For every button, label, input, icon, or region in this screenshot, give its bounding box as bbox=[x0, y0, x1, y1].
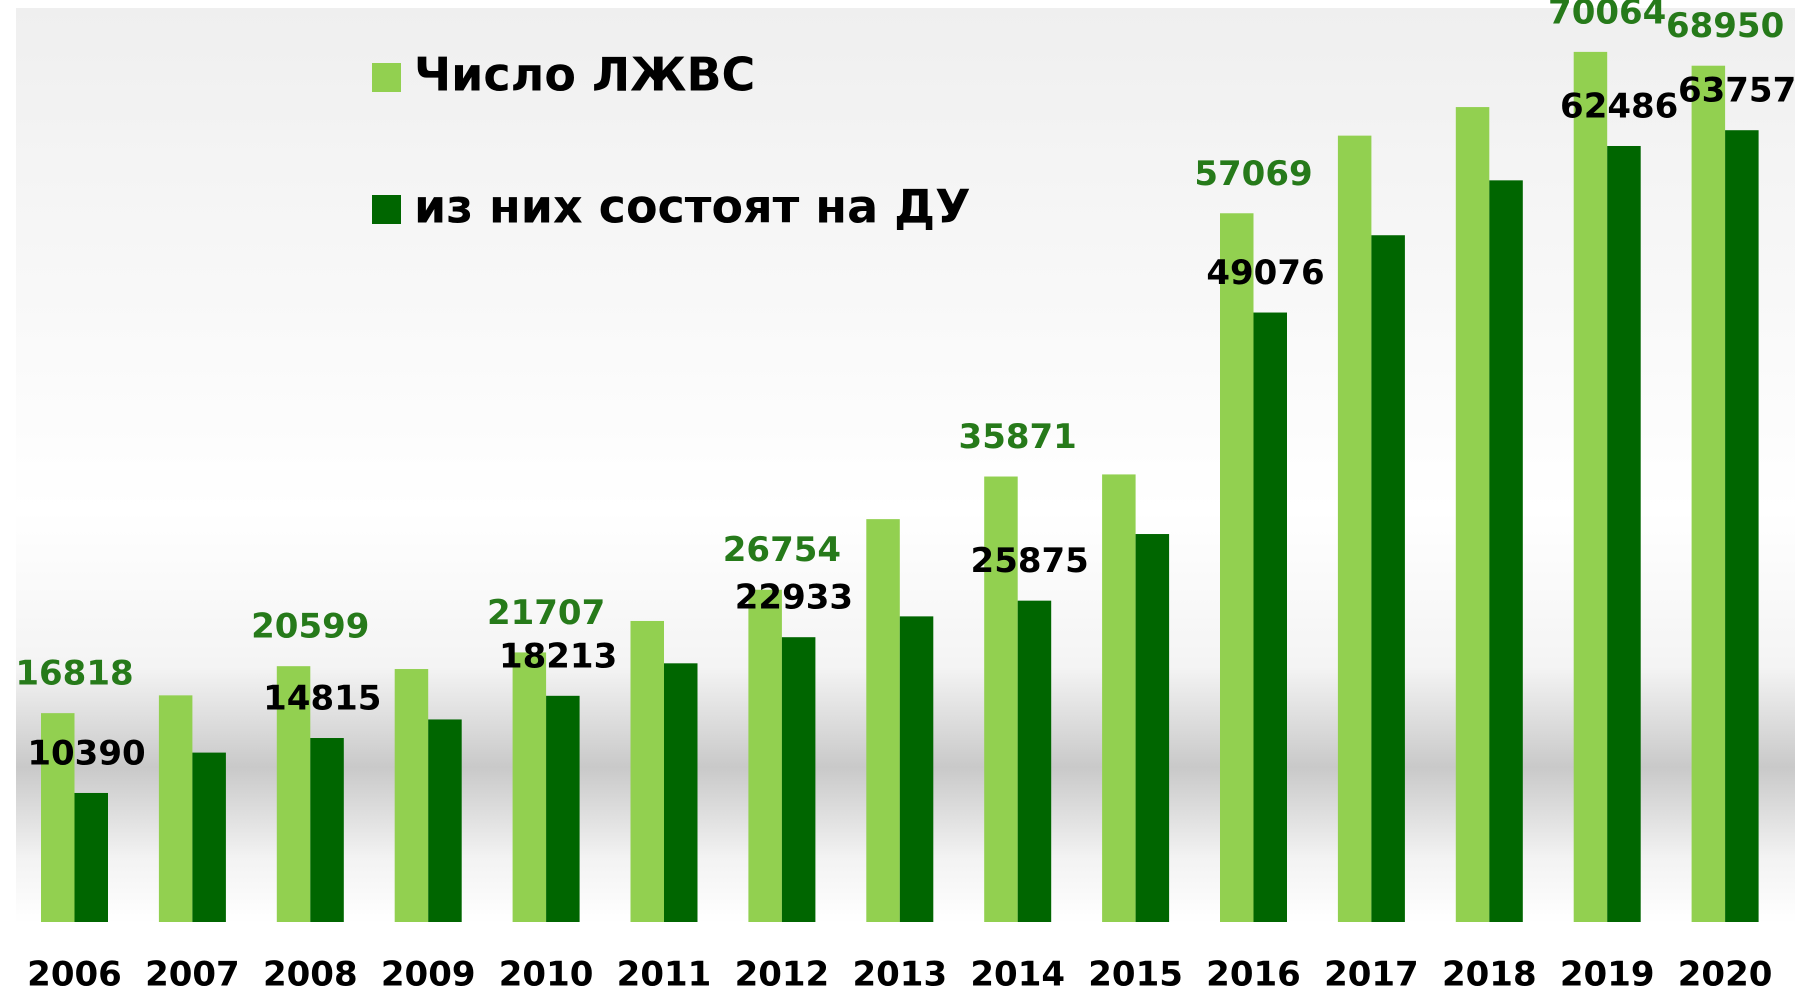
x-tick-label: 2020 bbox=[1678, 955, 1773, 993]
data-label: 26754 bbox=[723, 530, 841, 570]
x-tick-label: 2009 bbox=[381, 955, 476, 993]
bar bbox=[748, 589, 782, 922]
data-label: 14815 bbox=[263, 679, 381, 719]
bar bbox=[1573, 51, 1608, 923]
bar bbox=[74, 792, 108, 922]
bar bbox=[1135, 534, 1170, 922]
bar bbox=[1337, 135, 1372, 923]
x-tick-label: 2016 bbox=[1206, 955, 1301, 993]
bar bbox=[1220, 213, 1254, 922]
data-label: 68950 bbox=[1666, 6, 1784, 46]
data-label: 10390 bbox=[27, 733, 145, 773]
bar bbox=[1691, 65, 1726, 923]
x-tick-label: 2014 bbox=[970, 955, 1065, 993]
bar bbox=[1371, 235, 1405, 923]
data-label: 63757 bbox=[1678, 71, 1795, 111]
bar bbox=[1253, 312, 1287, 922]
bar bbox=[428, 719, 462, 922]
data-label: 21707 bbox=[487, 593, 605, 633]
data-label: 16818 bbox=[15, 654, 133, 694]
bar bbox=[546, 695, 580, 922]
data-label: 70064 bbox=[1548, 0, 1666, 32]
data-label: 62486 bbox=[1560, 86, 1678, 126]
x-tick-label: 2008 bbox=[263, 955, 358, 993]
legend-swatch bbox=[372, 63, 401, 92]
x-tick-label: 2011 bbox=[617, 955, 712, 993]
bar bbox=[866, 519, 900, 922]
bar bbox=[664, 663, 698, 922]
x-tick-label: 2012 bbox=[735, 955, 830, 993]
x-tick-label: 2013 bbox=[852, 955, 947, 993]
x-tick-label: 2017 bbox=[1324, 955, 1419, 993]
x-tick-label: 2019 bbox=[1560, 955, 1655, 993]
bar bbox=[1017, 600, 1052, 922]
data-label: 57069 bbox=[1194, 154, 1312, 194]
bar bbox=[394, 669, 429, 922]
bar bbox=[630, 620, 664, 922]
data-label: 35871 bbox=[959, 417, 1077, 457]
x-tick-label: 2006 bbox=[27, 955, 122, 993]
bar bbox=[158, 695, 193, 922]
legend-label: Число ЛЖВС bbox=[414, 48, 755, 102]
bar bbox=[192, 752, 226, 922]
bar bbox=[781, 637, 816, 922]
bar bbox=[1725, 130, 1759, 923]
bar bbox=[1489, 180, 1523, 922]
data-label: 25875 bbox=[971, 541, 1089, 581]
bar bbox=[1607, 145, 1641, 922]
data-label: 20599 bbox=[251, 607, 369, 647]
bar bbox=[899, 616, 934, 922]
legend-swatch bbox=[372, 195, 401, 224]
legend-label: из них состоят на ДУ bbox=[414, 180, 971, 234]
bar bbox=[984, 476, 1018, 922]
data-label: 22933 bbox=[735, 578, 853, 618]
bar bbox=[310, 738, 344, 922]
bar bbox=[276, 666, 311, 922]
bar bbox=[512, 652, 547, 922]
bar bbox=[41, 713, 75, 922]
x-tick-label: 2018 bbox=[1442, 955, 1537, 993]
bar bbox=[1455, 107, 1490, 922]
x-tick-label: 2015 bbox=[1088, 955, 1183, 993]
data-label: 49076 bbox=[1206, 253, 1324, 293]
x-tick-label: 2007 bbox=[145, 955, 240, 993]
data-label: 18213 bbox=[499, 636, 617, 676]
x-tick-label: 2010 bbox=[499, 955, 594, 993]
bar bbox=[1102, 474, 1136, 922]
